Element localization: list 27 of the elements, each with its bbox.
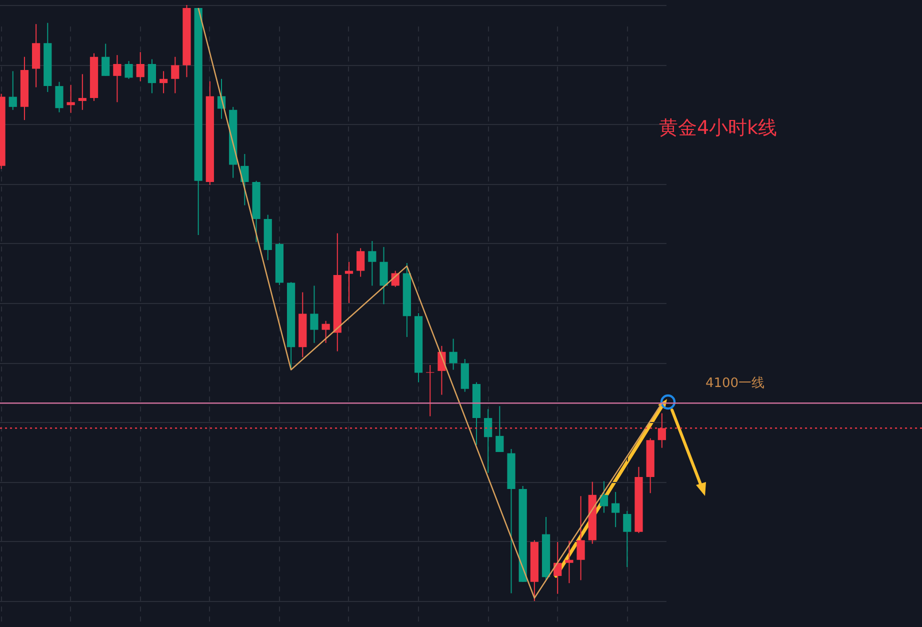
candlestick bbox=[66, 84, 75, 114]
candlestick bbox=[310, 285, 318, 344]
annotation: 黄金4小时k线 bbox=[658, 117, 778, 139]
candlestick bbox=[124, 60, 133, 80]
candlestick bbox=[380, 246, 388, 305]
candlestick bbox=[344, 261, 354, 304]
candlestick bbox=[612, 491, 620, 528]
candlestick bbox=[356, 248, 365, 278]
candlestick bbox=[496, 406, 504, 452]
candlestick bbox=[113, 54, 122, 103]
candlestick bbox=[565, 540, 574, 584]
candlestick bbox=[484, 408, 492, 474]
candlestick bbox=[136, 52, 144, 82]
candlestick bbox=[78, 74, 86, 110]
candlestick bbox=[600, 480, 608, 514]
candlestick bbox=[159, 70, 168, 94]
candlestick bbox=[322, 320, 330, 344]
candlestick bbox=[102, 43, 110, 76]
candlestick bbox=[8, 70, 17, 110]
candlestick bbox=[623, 510, 632, 568]
candlestick bbox=[148, 58, 156, 94]
candlestick bbox=[171, 56, 180, 94]
candlestick bbox=[576, 496, 585, 581]
ref-line-label: 4100一线 bbox=[705, 376, 765, 392]
candlestick bbox=[368, 240, 376, 286]
candlestick bbox=[55, 81, 64, 113]
candlestick bbox=[449, 338, 458, 370]
